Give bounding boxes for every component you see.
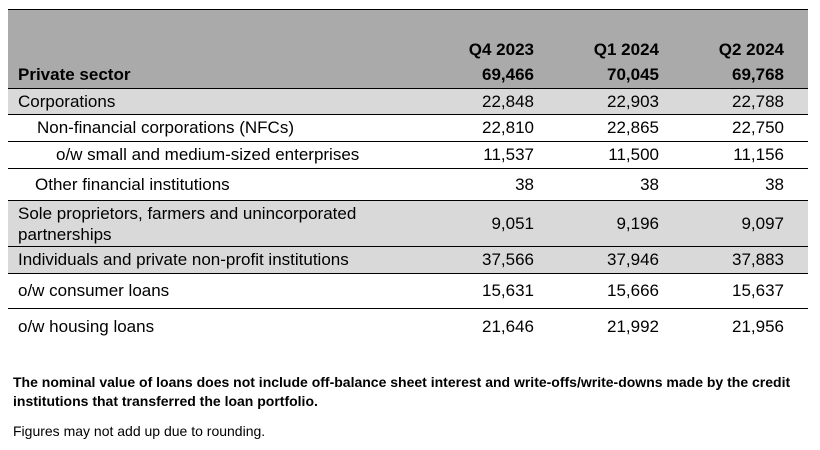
table-row-nfcs: Non-financial corporations (NFCs) 22,810… — [8, 115, 808, 142]
cell-q2-2024: 38 — [765, 174, 784, 194]
cell-q4-2023: 21,646 — [482, 317, 534, 337]
cell-q2-2024: 37,883 — [732, 250, 784, 269]
loans-table: Q4 2023 Q1 2024 Q2 2024 Private sector 6… — [8, 9, 808, 346]
cell-q1-2024: 11,500 — [608, 145, 659, 164]
cell-q4-2023: 38 — [515, 174, 534, 194]
cell-q4-2023: 69,466 — [482, 65, 534, 85]
column-header-q2-2024: Q2 2024 — [718, 39, 784, 59]
table-row-sole-proprietors: Sole proprietors, farmers and unincorpor… — [8, 200, 808, 247]
cell-q2-2024: 22,788 — [732, 91, 784, 111]
cell-q2-2024: 11,156 — [733, 145, 784, 164]
row-label: o/w housing loans — [18, 317, 155, 337]
table-row-corporations: Corporations 22,848 22,903 22,788 — [8, 88, 808, 115]
cell-q4-2023: 15,631 — [482, 281, 534, 300]
table-row-other-financial-institutions: Other financial institutions 38 38 38 — [8, 169, 808, 201]
column-header-q1-2024: Q1 2024 — [593, 39, 659, 59]
row-label: o/w consumer loans — [18, 281, 170, 300]
cell-q1-2024: 22,903 — [607, 91, 659, 111]
footnote-rounding: Figures may not add up due to rounding. — [13, 423, 266, 439]
cell-q2-2024: 21,956 — [732, 317, 784, 337]
row-label: Other financial institutions — [35, 174, 230, 194]
table-header-row: Q4 2023 Q1 2024 Q2 2024 — [8, 9, 808, 63]
cell-q1-2024: 22,865 — [607, 118, 659, 137]
cell-q4-2023: 11,537 — [483, 145, 534, 164]
cell-q1-2024: 9,196 — [616, 213, 659, 233]
loans-table-container: Q4 2023 Q1 2024 Q2 2024 Private sector 6… — [8, 9, 808, 346]
cell-q1-2024: 70,045 — [607, 65, 659, 85]
cell-q4-2023: 9,051 — [491, 213, 534, 233]
cell-q4-2023: 37,566 — [482, 250, 534, 269]
cell-q2-2024: 22,750 — [732, 118, 784, 137]
table-row-consumer-loans: o/w consumer loans 15,631 15,666 15,637 — [8, 274, 808, 309]
column-header-q4-2023: Q4 2023 — [468, 39, 534, 59]
row-label: Private sector — [18, 65, 131, 85]
row-label: Corporations — [18, 91, 116, 111]
row-label: Non-financial corporations (NFCs) — [37, 118, 294, 137]
cell-q1-2024: 15,666 — [607, 281, 659, 300]
table-row-housing-loans: o/w housing loans 21,646 21,992 21,956 — [8, 309, 808, 346]
row-label: Individuals and private non-profit insti… — [18, 250, 349, 269]
table-row-individuals: Individuals and private non-profit insti… — [8, 246, 808, 274]
cell-q1-2024: 37,946 — [607, 250, 659, 269]
cell-q2-2024: 69,768 — [732, 65, 784, 85]
cell-q4-2023: 22,810 — [482, 118, 534, 137]
cell-q2-2024: 15,637 — [732, 281, 784, 300]
cell-q4-2023: 22,848 — [482, 91, 534, 111]
table-row-private-sector: Private sector 69,466 70,045 69,768 — [8, 62, 808, 89]
row-label: o/w small and medium-sized enterprises — [56, 145, 360, 164]
footnote-nominal-value: The nominal value of loans does not incl… — [13, 374, 791, 409]
cell-q1-2024: 21,992 — [607, 317, 659, 337]
row-label: Sole proprietors, farmers and unincorpor… — [18, 203, 357, 244]
cell-q2-2024: 9,097 — [741, 213, 784, 233]
cell-q1-2024: 38 — [640, 174, 659, 194]
header-empty-cell — [8, 10, 433, 63]
table-row-smes: o/w small and medium-sized enterprises 1… — [8, 142, 808, 169]
